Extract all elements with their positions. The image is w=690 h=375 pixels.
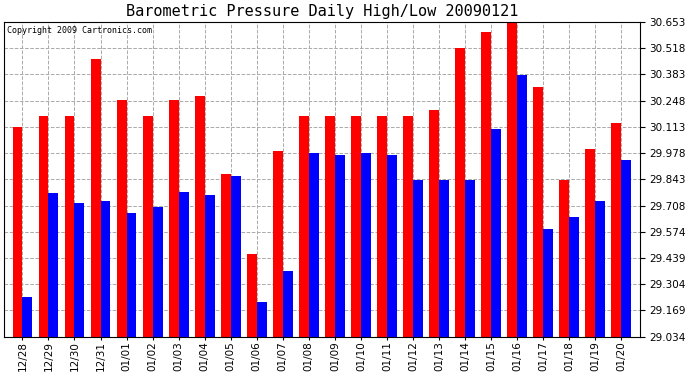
Bar — [126, 213, 137, 337]
Bar — [195, 96, 205, 337]
Bar — [22, 297, 32, 337]
Bar — [117, 100, 126, 337]
Bar — [39, 116, 48, 337]
Bar — [325, 116, 335, 337]
Bar — [377, 116, 387, 337]
Bar — [533, 87, 543, 337]
Bar — [48, 194, 59, 337]
Bar — [569, 217, 579, 337]
Bar — [585, 149, 595, 337]
Bar — [403, 116, 413, 337]
Bar — [455, 48, 465, 337]
Bar — [439, 180, 449, 337]
Bar — [481, 32, 491, 337]
Bar — [12, 128, 22, 337]
Bar — [101, 201, 110, 337]
Bar — [283, 271, 293, 337]
Bar — [205, 195, 215, 337]
Bar — [465, 180, 475, 337]
Bar — [221, 174, 230, 337]
Title: Barometric Pressure Daily High/Low 20090121: Barometric Pressure Daily High/Low 20090… — [126, 4, 518, 19]
Bar — [351, 116, 361, 337]
Bar — [152, 207, 163, 337]
Bar — [611, 123, 622, 337]
Bar — [65, 116, 75, 337]
Bar — [518, 75, 527, 337]
Bar — [179, 192, 188, 337]
Bar — [257, 302, 266, 337]
Bar — [90, 59, 101, 337]
Bar — [143, 116, 152, 337]
Bar — [429, 110, 439, 337]
Bar — [169, 100, 179, 337]
Bar — [387, 154, 397, 337]
Bar — [595, 201, 605, 337]
Bar — [75, 203, 84, 337]
Bar — [299, 116, 309, 337]
Bar — [335, 154, 345, 337]
Text: Copyright 2009 Cartronics.com: Copyright 2009 Cartronics.com — [8, 27, 152, 36]
Bar — [543, 228, 553, 337]
Bar — [491, 129, 501, 337]
Bar — [413, 180, 423, 337]
Bar — [361, 153, 371, 337]
Bar — [560, 180, 569, 337]
Bar — [273, 151, 283, 337]
Bar — [622, 160, 631, 337]
Bar — [247, 254, 257, 337]
Bar — [507, 22, 518, 337]
Bar — [309, 153, 319, 337]
Bar — [230, 176, 241, 337]
